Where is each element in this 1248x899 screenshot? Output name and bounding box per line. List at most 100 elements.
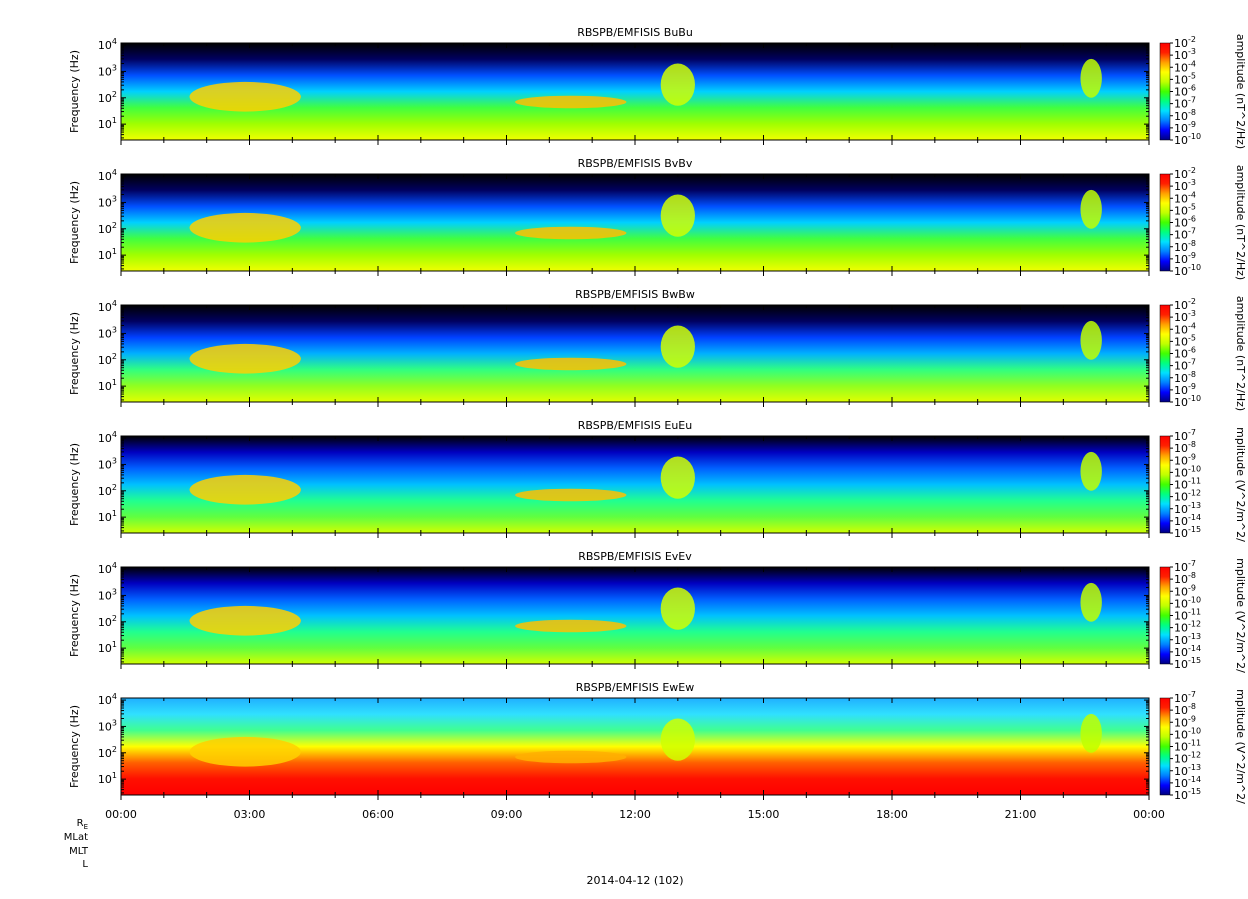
y-tick-label: 101: [98, 116, 117, 131]
footer-row-re: RE: [76, 818, 88, 831]
colorbar-label: mplitude (V^2/m^2/: [1234, 558, 1247, 673]
panel-title: RBSPB/EMFISIS BwBw: [575, 288, 695, 301]
x-tick-label: 12:00: [619, 808, 651, 821]
x-tick-label: 18:00: [876, 808, 908, 821]
emission-feature: [1080, 189, 1102, 229]
footer-row-mlt: MLT: [69, 846, 88, 857]
y-tick-label: 101: [98, 247, 117, 262]
emission-feature: [189, 736, 301, 767]
spectrogram-panel-1: RBSPB/EMFISIS BuBu Frequency (Hz) 101 102 10…: [68, 26, 1247, 149]
emission-feature: [660, 63, 695, 106]
y-tick-label: 103: [98, 194, 117, 209]
emission-feature: [660, 587, 695, 630]
emission-feature: [660, 194, 695, 237]
colorbar: [1159, 435, 1171, 534]
y-tick-label: 101: [98, 378, 117, 393]
panel-title: RBSPB/EMFISIS EuEu: [578, 419, 692, 432]
y-tick-label: 101: [98, 509, 117, 524]
y-tick-label: 104: [98, 37, 117, 52]
emission-feature: [515, 95, 627, 109]
x-tick-label: 09:00: [491, 808, 523, 821]
y-tick-label: 102: [98, 221, 117, 236]
x-tick-label: 03:00: [234, 808, 266, 821]
time-axis: 00:00 03:00 06:00 09:00 12:00 15:00 18:00 21:00…: [105, 808, 1165, 821]
emission-feature: [515, 750, 627, 764]
panel-title: RBSPB/EMFISIS BvBv: [578, 157, 693, 170]
panel-title: RBSPB/EMFISIS EwEw: [576, 681, 694, 694]
panel-title: RBSPB/EMFISIS BuBu: [577, 26, 693, 39]
y-axis-label: Frequency (Hz): [68, 705, 81, 788]
x-tick-label: 21:00: [1005, 808, 1037, 821]
colorbar-label: mplitude (V^2/m^2/: [1234, 689, 1247, 804]
emission-feature: [189, 212, 301, 243]
emission-feature: [189, 605, 301, 636]
y-tick-label: 102: [98, 745, 117, 760]
y-tick-label: 104: [98, 430, 117, 445]
colorbar: [1159, 697, 1171, 796]
y-tick-label: 103: [98, 718, 117, 733]
y-tick-label: 101: [98, 640, 117, 655]
emission-feature: [515, 488, 627, 502]
colorbar-tick-label: 10-10: [1174, 263, 1201, 278]
emission-feature: [515, 619, 627, 633]
colorbar-tick-label: 10-15: [1174, 787, 1201, 802]
colorbar-label: amplitude (nT^2/Hz): [1234, 296, 1247, 411]
footer-row-mlat: MLat: [63, 832, 88, 843]
colorbar-tick-label: 10-10: [1174, 132, 1201, 147]
emission-feature: [1080, 451, 1102, 491]
colorbar-tick-label: 10-10: [1174, 394, 1201, 409]
y-tick-label: 102: [98, 352, 117, 367]
colorbar: [1159, 173, 1171, 272]
y-tick-label: 101: [98, 771, 117, 786]
y-axis-label: Frequency (Hz): [68, 312, 81, 395]
y-tick-label: 103: [98, 325, 117, 340]
colorbar-tick-label: 10-15: [1174, 656, 1201, 671]
emission-feature: [189, 343, 301, 374]
x-tick-label: 06:00: [362, 808, 394, 821]
emission-feature: [660, 718, 695, 761]
emission-feature: [515, 357, 627, 371]
colorbar-label: amplitude (nT^2/Hz): [1234, 34, 1247, 149]
y-axis-label: Frequency (Hz): [68, 574, 81, 657]
x-tick-label: 15:00: [748, 808, 780, 821]
colorbar: [1159, 304, 1171, 403]
spectrogram-panel-3: RBSPB/EMFISIS BwBw Frequency (Hz) 101 102 10…: [68, 288, 1247, 411]
y-tick-label: 104: [98, 168, 117, 183]
colorbar: [1159, 566, 1171, 665]
y-tick-label: 102: [98, 483, 117, 498]
x-tick-label: 00:00: [1133, 808, 1165, 821]
y-tick-label: 102: [98, 614, 117, 629]
spectrogram-panel-4: RBSPB/EMFISIS EuEu Frequency (Hz) 101 102 10…: [68, 419, 1247, 542]
panel-title: RBSPB/EMFISIS EvEv: [578, 550, 692, 563]
y-tick-label: 104: [98, 692, 117, 707]
y-tick-label: 102: [98, 90, 117, 105]
colorbar-label: mplitude (V^2/m^2/: [1234, 427, 1247, 542]
colorbar-tick-label: 10-15: [1174, 525, 1201, 540]
colorbar: [1159, 42, 1171, 141]
y-axis-label: Frequency (Hz): [68, 181, 81, 264]
emission-feature: [515, 226, 627, 240]
spectrogram-panel-2: RBSPB/EMFISIS BvBv Frequency (Hz) 101 102 10…: [68, 157, 1247, 280]
emission-feature: [660, 456, 695, 499]
y-tick-label: 103: [98, 63, 117, 78]
emission-feature: [1080, 58, 1102, 98]
emission-feature: [1080, 713, 1102, 753]
emission-feature: [1080, 320, 1102, 360]
y-tick-label: 104: [98, 561, 117, 576]
emission-feature: [189, 474, 301, 505]
spectrogram-panel-5: RBSPB/EMFISIS EvEv Frequency (Hz) 101 102 10…: [68, 550, 1247, 673]
footer-row-l: L: [82, 859, 88, 870]
emission-feature: [1080, 582, 1102, 622]
y-tick-label: 104: [98, 299, 117, 314]
x-tick-label: 00:00: [105, 808, 137, 821]
spectrogram-panel-6: RBSPB/EMFISIS EwEw Frequency (Hz) 101 102 10…: [68, 681, 1247, 804]
y-axis-label: Frequency (Hz): [68, 50, 81, 133]
y-axis-label: Frequency (Hz): [68, 443, 81, 526]
emission-feature: [189, 81, 301, 112]
colorbar-label: amplitude (nT^2/Hz): [1234, 165, 1247, 280]
y-tick-label: 103: [98, 456, 117, 471]
y-tick-label: 103: [98, 587, 117, 602]
emission-feature: [660, 325, 695, 368]
date-label: 2014-04-12 (102): [586, 874, 684, 887]
